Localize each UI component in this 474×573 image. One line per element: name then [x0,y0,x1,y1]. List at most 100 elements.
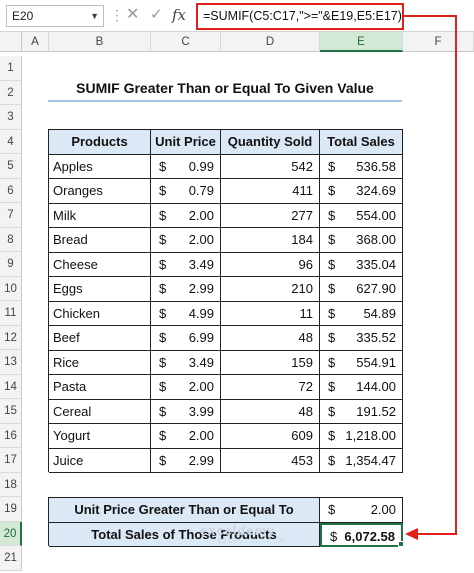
criteria-value-cell[interactable]: $ 2.00 [320,498,403,523]
column-header-b[interactable]: B [49,32,151,52]
row-header[interactable]: 7 [0,203,22,228]
enter-check-icon[interactable]: ✓ [150,6,163,23]
product-cell[interactable]: Bread [49,228,151,253]
header-quantity-sold[interactable]: Quantity Sold [221,130,320,155]
product-cell[interactable]: Rice [49,350,151,375]
total-sales-cell[interactable]: $536.58 [320,154,403,179]
row-header[interactable]: 4 [0,129,22,154]
unit-price-cell[interactable]: $3.49 [151,350,221,375]
unit-price-cell[interactable]: $2.00 [151,228,221,253]
select-all-corner[interactable] [0,32,22,52]
row-header[interactable]: 6 [0,178,22,203]
unit-price-cell[interactable]: $0.79 [151,179,221,204]
total-sales-cell[interactable]: $554.00 [320,203,403,228]
quantity-cell[interactable]: 453 [221,448,320,473]
quantity-cell[interactable]: 48 [221,326,320,351]
column-header-a[interactable]: A [22,32,49,52]
product-name: Chicken [53,305,100,321]
product-cell[interactable]: Cereal [49,399,151,424]
quantity-cell[interactable]: 411 [221,179,320,204]
quantity-cell[interactable]: 48 [221,399,320,424]
column-header-d[interactable]: D [221,32,320,52]
insert-function-icon[interactable]: fx [172,6,187,24]
product-cell[interactable]: Apples [49,154,151,179]
row-header[interactable]: 17 [0,448,22,473]
total-sales-cell[interactable]: $191.52 [320,399,403,424]
unit-price-cell[interactable]: $2.99 [151,277,221,302]
row-header[interactable]: 21 [0,546,22,571]
name-box[interactable]: E20 ▼ [6,5,104,27]
result-label[interactable]: Total Sales of Those Products [49,522,320,547]
total-sales-cell[interactable]: $335.52 [320,326,403,351]
unit-price-cell[interactable]: $2.00 [151,203,221,228]
quantity-cell[interactable]: 609 [221,424,320,449]
product-name: Rice [53,354,80,370]
formula-input[interactable]: =SUMIF(C5:C17,">="&E19,E5:E17) [196,3,404,30]
total-sales-cell[interactable]: $144.00 [320,375,403,400]
quantity-cell[interactable]: 11 [221,301,320,326]
product-cell[interactable]: Juice [49,448,151,473]
criteria-label[interactable]: Unit Price Greater Than or Equal To [49,498,320,523]
total-sales-value: 144.00 [356,379,396,394]
row-header[interactable]: 13 [0,350,22,375]
row-header-selected[interactable]: 20 [0,521,22,546]
row-header[interactable]: 10 [0,276,22,301]
summary-section: Unit Price Greater Than or Equal To $ 2.… [48,497,403,547]
currency-symbol: $ [159,330,167,345]
total-sales-cell[interactable]: $368.00 [320,228,403,253]
quantity-cell[interactable]: 210 [221,277,320,302]
quantity-cell[interactable]: 96 [221,252,320,277]
unit-price-cell[interactable]: $2.00 [151,424,221,449]
currency-symbol: $ [328,354,336,370]
row-header[interactable]: 3 [0,105,22,130]
unit-price-cell[interactable]: $0.99 [151,154,221,179]
result-value-cell[interactable]: $ 6,072.58 [320,522,403,547]
quantity-cell[interactable]: 277 [221,203,320,228]
unit-price-cell[interactable]: $3.99 [151,399,221,424]
product-cell[interactable]: Chicken [49,301,151,326]
row-header[interactable]: 5 [0,154,22,179]
row-header[interactable]: 2 [0,80,22,105]
row-header[interactable]: 19 [0,497,22,522]
product-cell[interactable]: Yogurt [49,424,151,449]
row-header[interactable]: 1 [0,56,22,81]
unit-price-cell[interactable]: $3.49 [151,252,221,277]
header-products[interactable]: Products [49,130,151,155]
column-header-e[interactable]: E [320,32,403,52]
quantity-cell[interactable]: 72 [221,375,320,400]
product-cell[interactable]: Eggs [49,277,151,302]
chevron-down-icon[interactable]: ▼ [90,11,99,21]
total-sales-cell[interactable]: $54.89 [320,301,403,326]
row-header[interactable]: 18 [0,472,22,497]
total-sales-cell[interactable]: $1,218.00 [320,424,403,449]
header-unit-price[interactable]: Unit Price [151,130,221,155]
quantity-cell[interactable]: 184 [221,228,320,253]
total-sales-cell[interactable]: $627.90 [320,277,403,302]
product-cell[interactable]: Beef [49,326,151,351]
total-sales-cell[interactable]: $324.69 [320,179,403,204]
cancel-icon[interactable]: ✕ [126,6,140,23]
fill-handle[interactable] [398,541,404,547]
product-cell[interactable]: Milk [49,203,151,228]
row-header[interactable]: 11 [0,301,22,326]
unit-price-cell[interactable]: $6.99 [151,326,221,351]
total-sales-cell[interactable]: $335.04 [320,252,403,277]
header-total-sales[interactable]: Total Sales [320,130,403,155]
unit-price-cell[interactable]: $4.99 [151,301,221,326]
row-header[interactable]: 16 [0,423,22,448]
unit-price-cell[interactable]: $2.99 [151,448,221,473]
row-header[interactable]: 9 [0,252,22,277]
product-cell[interactable]: Cheese [49,252,151,277]
row-header[interactable]: 8 [0,227,22,252]
quantity-cell[interactable]: 159 [221,350,320,375]
product-cell[interactable]: Oranges [49,179,151,204]
row-header[interactable]: 12 [0,325,22,350]
row-header[interactable]: 15 [0,399,22,424]
quantity-cell[interactable]: 542 [221,154,320,179]
total-sales-cell[interactable]: $1,354.47 [320,448,403,473]
unit-price-cell[interactable]: $2.00 [151,375,221,400]
total-sales-cell[interactable]: $554.91 [320,350,403,375]
row-header[interactable]: 14 [0,374,22,399]
product-cell[interactable]: Pasta [49,375,151,400]
column-header-c[interactable]: C [151,32,221,52]
